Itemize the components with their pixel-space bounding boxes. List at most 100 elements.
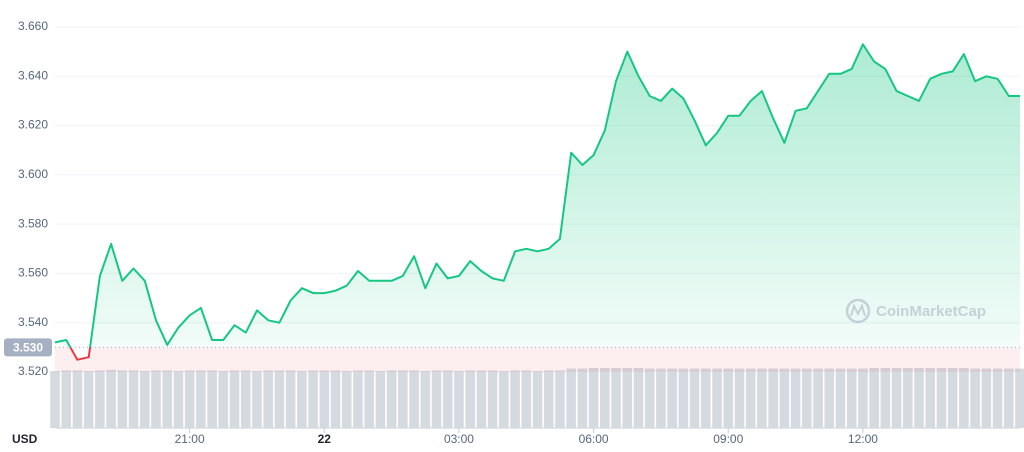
volume-bar <box>745 368 756 428</box>
labels: 3.520 3.540 3.560 3.580 3.600 3.620 3.640 3.660… <box>4 19 878 446</box>
y-tick-label: 3.540 <box>18 315 48 329</box>
volume-bar <box>622 368 633 428</box>
volume-bar <box>139 371 150 428</box>
volume-bar <box>723 368 734 428</box>
volume-bar <box>555 370 565 428</box>
volume-bar <box>398 370 408 428</box>
volume-bar <box>790 368 801 428</box>
volume-bar <box>487 370 498 428</box>
volume-bar <box>510 370 520 428</box>
watermark-text: CoinMarketCap <box>876 303 986 320</box>
volume-bar <box>880 368 891 428</box>
volume-bar <box>330 370 341 428</box>
volume-bar <box>319 370 330 428</box>
volume-bar <box>712 368 722 428</box>
price-area <box>55 44 1020 348</box>
y-tick-label: 3.640 <box>18 68 48 82</box>
volume-bar <box>835 368 846 428</box>
y-tick-label: 3.600 <box>18 167 48 181</box>
y-tick-label: 3.620 <box>18 118 48 132</box>
x-tick-label: 21:00 <box>175 432 205 446</box>
volume-bar <box>644 368 655 428</box>
volume-bar <box>173 371 184 428</box>
volume-bar <box>611 368 621 428</box>
volume-bar <box>297 371 307 428</box>
price-line <box>54 43 1020 348</box>
y-tick-label: 3.660 <box>18 19 48 33</box>
volume-bar <box>656 368 666 428</box>
volume-bar <box>274 370 285 428</box>
volume-bar <box>869 368 879 428</box>
volume-bar <box>341 371 352 428</box>
volume-bar <box>768 368 778 428</box>
volume-bar <box>914 368 924 428</box>
volume-bar <box>902 368 913 428</box>
y-tick-label: 3.580 <box>18 216 48 230</box>
volume-bar <box>1015 368 1024 428</box>
volume-bar <box>106 369 116 428</box>
volume-bar <box>521 370 532 428</box>
volume-bar <box>207 370 217 428</box>
volume-bar <box>128 370 139 428</box>
volume-bar <box>633 368 644 428</box>
volume-bar <box>375 371 386 428</box>
volume-bar <box>891 368 902 428</box>
volume-bar <box>947 368 958 428</box>
volume-bar <box>1003 368 1014 428</box>
volume-bar <box>476 370 487 428</box>
volume-bar <box>689 368 700 428</box>
volume-bar <box>431 370 442 428</box>
volume-bar <box>442 370 453 428</box>
volume-bar <box>532 371 543 428</box>
volume-bar <box>162 370 173 428</box>
volume-bar <box>218 371 229 428</box>
currency-label: USD <box>12 432 38 446</box>
volume-bar <box>308 370 318 428</box>
volume-bar <box>50 371 60 428</box>
volume-bar <box>858 368 868 428</box>
volume-bar <box>465 370 475 428</box>
volume-bar <box>992 368 1003 428</box>
volume-bar <box>196 370 206 428</box>
volume-bar <box>959 368 969 428</box>
volume-bar <box>364 370 374 428</box>
price-area-below <box>55 347 1020 372</box>
volume-bar <box>779 368 790 428</box>
volume-bar <box>802 368 812 428</box>
x-tick-label: 03:00 <box>444 432 474 446</box>
volume-bar <box>543 370 554 428</box>
volume-bar <box>600 368 610 428</box>
y-tick-label: 3.520 <box>18 364 48 378</box>
volume-bar <box>701 368 711 428</box>
volume-bar <box>577 368 588 428</box>
volume-bar <box>95 370 105 428</box>
volume-bar <box>678 368 689 428</box>
volume-bar <box>263 370 273 428</box>
baseline-label-box <box>4 338 52 357</box>
volume-bar <box>409 370 419 428</box>
watermark: CoinMarketCap <box>845 298 986 324</box>
volume-bar <box>420 371 431 428</box>
y-tick-label: 3.560 <box>18 266 48 280</box>
volume-bar <box>566 368 576 428</box>
volume-bar <box>734 368 745 428</box>
volume-bar <box>151 370 161 428</box>
baseline-label: 3.530 <box>13 341 43 355</box>
volume-bar <box>353 370 363 428</box>
volume-bar <box>184 370 195 428</box>
volume-bar <box>667 368 677 428</box>
watermark-logo <box>845 298 871 324</box>
volume-bar <box>72 370 83 428</box>
volume-bar <box>61 370 72 428</box>
areas <box>55 44 1020 372</box>
volume-bar <box>981 368 992 428</box>
watermark-logo-mark <box>850 303 866 317</box>
volume-bar <box>386 370 397 428</box>
volume-bar <box>252 371 262 428</box>
volume-bars <box>50 368 1024 428</box>
lines <box>54 43 1020 361</box>
x-tick-label: 22 <box>318 432 332 446</box>
x-tick-label: 12:00 <box>848 432 878 446</box>
